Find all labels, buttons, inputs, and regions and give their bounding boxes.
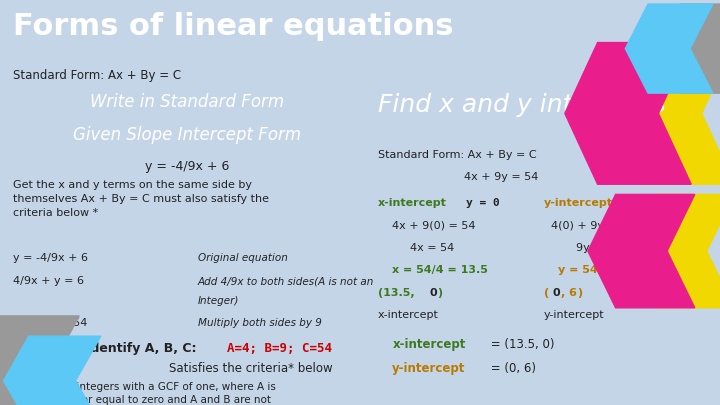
Text: y-intercept: y-intercept <box>544 198 613 209</box>
Text: y = -4/9x + 6: y = -4/9x + 6 <box>13 253 88 263</box>
Text: y-intercept: y-intercept <box>544 310 604 320</box>
Text: Satisfies the criteria* below: Satisfies the criteria* below <box>169 362 333 375</box>
Text: y-intercept: y-intercept <box>392 362 466 375</box>
Text: (: ( <box>544 288 549 298</box>
Polygon shape <box>588 194 695 308</box>
Text: Write in Standard Form: Write in Standard Form <box>90 93 284 111</box>
Text: Multiply both sides by 9: Multiply both sides by 9 <box>198 318 322 328</box>
Text: 0: 0 <box>430 288 438 298</box>
Text: Standard Form: Ax + By = C: Standard Form: Ax + By = C <box>378 150 536 160</box>
Polygon shape <box>4 336 101 405</box>
Text: 4/9x + y = 6: 4/9x + y = 6 <box>13 276 84 286</box>
Text: ,: , <box>561 288 565 298</box>
Text: x = 54/4 = 13.5: x = 54/4 = 13.5 <box>392 265 488 275</box>
Text: *A, B, C are integers with a GCF of one, where A is
greater than or equal to zer: *A, B, C are integers with a GCF of one,… <box>13 382 276 405</box>
Text: Find x and y intercepts: Find x and y intercepts <box>378 93 666 117</box>
Polygon shape <box>625 4 713 93</box>
Text: x = 0: x = 0 <box>635 198 669 209</box>
Text: x-intercept: x-intercept <box>378 198 447 209</box>
Polygon shape <box>627 194 720 308</box>
Text: 4x = 54: 4x = 54 <box>410 243 454 253</box>
Text: y = 54/9 = 6: y = 54/9 = 6 <box>558 265 634 275</box>
Text: A=4; B=9; C=54: A=4; B=9; C=54 <box>227 342 332 355</box>
Polygon shape <box>565 43 691 184</box>
Text: Forms of linear equations: Forms of linear equations <box>13 12 454 41</box>
Text: 4x + 9(0) = 54: 4x + 9(0) = 54 <box>392 221 476 231</box>
Text: Add 4/9x to both sides(A is not an: Add 4/9x to both sides(A is not an <box>198 276 374 286</box>
Text: x-intercept: x-intercept <box>378 310 439 320</box>
Text: 9y = 54: 9y = 54 <box>576 243 620 253</box>
Text: 4x + 9y = 54: 4x + 9y = 54 <box>13 318 87 328</box>
Text: = (0, 6): = (0, 6) <box>487 362 536 375</box>
Text: 0: 0 <box>553 288 561 298</box>
Text: 4x + 9y = 54: 4x + 9y = 54 <box>464 172 539 182</box>
Text: y = -4/9x + 6: y = -4/9x + 6 <box>145 160 230 173</box>
Text: = (13.5, 0): = (13.5, 0) <box>487 338 555 351</box>
Text: Given Slope Intercept Form: Given Slope Intercept Form <box>73 126 301 143</box>
Polygon shape <box>608 43 720 184</box>
Text: Standard Form: Ax + By = C: Standard Form: Ax + By = C <box>13 69 181 82</box>
Text: 6: 6 <box>568 288 576 298</box>
Text: Original equation: Original equation <box>198 253 288 263</box>
Text: 4(0) + 9y = 54: 4(0) + 9y = 54 <box>551 221 634 231</box>
Text: x-intercept: x-intercept <box>392 338 466 351</box>
Text: ): ) <box>437 288 442 298</box>
Text: y = 0: y = 0 <box>466 198 500 209</box>
Text: Identify A, B, C:: Identify A, B, C: <box>86 342 197 355</box>
Polygon shape <box>0 316 79 405</box>
Text: Get the x and y terms on the same side by
themselves Ax + By = C must also satis: Get the x and y terms on the same side b… <box>13 180 269 218</box>
Polygon shape <box>658 4 720 93</box>
Text: (13.5,: (13.5, <box>378 288 415 298</box>
Text: Integer): Integer) <box>198 296 239 307</box>
Text: ): ) <box>577 288 582 298</box>
